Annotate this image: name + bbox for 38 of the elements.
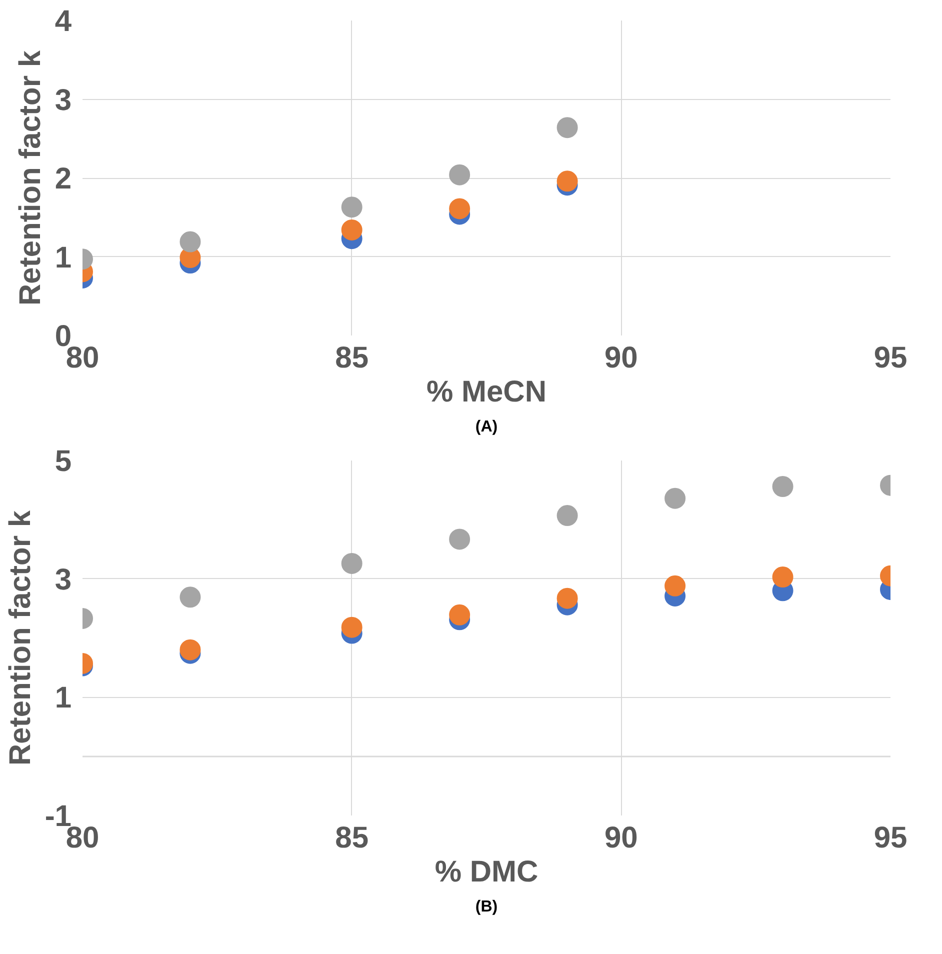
text: (A)	[475, 418, 498, 436]
y-tick-label: 1	[54, 682, 72, 715]
point	[772, 476, 794, 498]
point	[664, 575, 686, 596]
point	[449, 164, 470, 186]
x-tick-label: 85	[335, 342, 369, 374]
y-axis-title: Retention factor k	[4, 510, 37, 766]
point	[556, 505, 578, 526]
x-tick-label: 85	[335, 822, 369, 854]
x-axis-title: % DMC	[434, 856, 538, 888]
y-tick-label: 3	[54, 563, 72, 596]
point	[556, 588, 578, 609]
point	[664, 488, 686, 509]
y-tick-label: 4	[54, 5, 72, 38]
point	[180, 639, 201, 660]
x-tick-label: 95	[874, 822, 908, 854]
x-tick-label: 90	[604, 342, 638, 374]
y-tick-label: 3	[54, 84, 72, 117]
y-axis-title: Retention factor k	[14, 50, 47, 306]
point	[341, 219, 362, 240]
point	[341, 616, 362, 638]
point	[449, 198, 470, 220]
y-tick-label: 5	[54, 445, 72, 478]
point	[449, 528, 470, 550]
point	[449, 604, 470, 626]
x-axis-title: % MeCN	[426, 376, 547, 408]
y-tick-label: 1	[54, 241, 72, 274]
point	[341, 196, 362, 218]
point	[180, 231, 201, 252]
x-tick-label: 90	[604, 822, 638, 854]
point	[556, 117, 578, 138]
point	[772, 566, 794, 588]
point	[180, 586, 201, 608]
x-tick-label: 95	[874, 342, 908, 374]
text: (B)	[475, 898, 498, 916]
y-tick-label: 2	[54, 162, 72, 196]
point	[341, 552, 362, 574]
point	[556, 170, 578, 192]
